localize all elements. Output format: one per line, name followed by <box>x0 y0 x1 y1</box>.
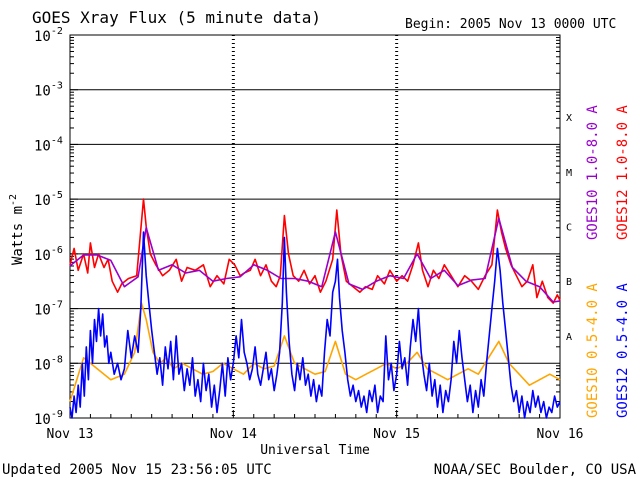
legend-entry: GOES12 1.0-8.0 A <box>615 105 631 240</box>
flare-class-a: A <box>566 332 572 343</box>
y-axis-label: Watts m-2 <box>8 194 26 265</box>
x-tick-label: Nov 13 <box>47 427 94 442</box>
y-tick-label: 10-2 <box>34 26 63 45</box>
x-axis-ticks: Nov 13 Nov 14 Nov 15 Nov 16 <box>47 410 584 442</box>
legend-entry: GOES10 1.0-8.0 A <box>585 105 601 240</box>
y-tick-label: 10-7 <box>34 300 63 319</box>
series-goes12-0-5-4-0-a <box>69 231 561 419</box>
y-tick-label: 10-6 <box>34 245 63 264</box>
begin-label: Begin: 2005 Nov 13 0000 UTC <box>405 17 616 32</box>
flare-class-c: C <box>566 223 572 234</box>
day-dividers <box>231 35 399 418</box>
x-tick-label: Nov 15 <box>373 427 420 442</box>
series-lines <box>69 198 561 419</box>
grid-lines <box>70 89 560 364</box>
legend-entry: GOES10 0.5-4.0 A <box>585 283 601 418</box>
y-tick-label: 10-4 <box>34 135 63 154</box>
y-tick-label: 10-9 <box>34 409 63 428</box>
flare-class-m: M <box>566 168 572 179</box>
updated-timestamp: Updated 2005 Nov 15 23:56:05 UTC <box>2 462 272 478</box>
credit-label: NOAA/SEC Boulder, CO USA <box>434 462 637 478</box>
x-tick-label: Nov 14 <box>210 427 257 442</box>
y-axis-label-exponent: -2 <box>8 194 19 206</box>
legend-entry: GOES12 0.5-4.0 A <box>615 283 631 418</box>
y-axis-ticks: 10-2 10-3 10-4 10-5 10-6 10-7 10-8 10-9 <box>34 26 560 428</box>
x-axis-label: Universal Time <box>260 443 370 458</box>
flare-class-labels: X M C B A <box>566 113 572 343</box>
series-goes10-1-0-8-0-a <box>69 217 561 303</box>
flare-class-x: X <box>566 113 572 124</box>
flare-class-b: B <box>566 277 572 288</box>
y-tick-label: 10-3 <box>34 81 63 100</box>
legend: GOES10 1.0-8.0 A GOES12 1.0-8.0 A GOES10 0… <box>585 105 631 418</box>
chart-title: GOES Xray Flux (5 minute data) <box>32 8 321 27</box>
y-tick-label: 10-5 <box>34 190 63 209</box>
y-tick-label: 10-8 <box>34 354 63 373</box>
x-tick-label: Nov 16 <box>537 427 584 442</box>
